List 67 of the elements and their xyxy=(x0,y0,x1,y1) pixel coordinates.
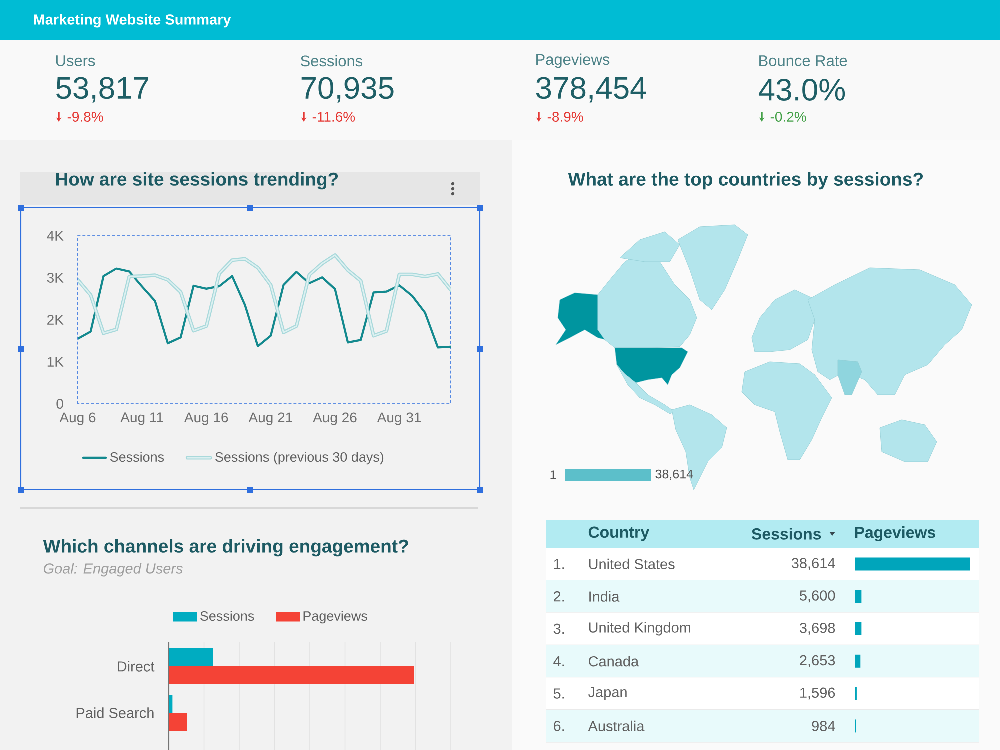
text: 3. xyxy=(554,624,564,634)
text: 378,454 xyxy=(536,77,646,103)
legend-label: Sessions xyxy=(200,611,254,622)
y-tick-label: 4K xyxy=(47,231,64,241)
chart-subtitle: Goal: Engaged Users xyxy=(44,563,183,577)
text: 5. xyxy=(554,688,564,699)
text: 4. xyxy=(554,656,564,666)
y-tick-label: 2K xyxy=(48,315,64,325)
x-tick-label: Aug 11 xyxy=(120,412,164,426)
category-label: Sessions xyxy=(300,55,363,67)
text: 43.0% xyxy=(758,79,846,101)
bar xyxy=(169,648,214,666)
chart-title: How are site sessions trending? xyxy=(56,172,338,190)
y-tick-label: India xyxy=(590,591,620,602)
line-series xyxy=(78,254,451,338)
text: 1. xyxy=(554,559,564,570)
text: Sessions xyxy=(752,528,822,540)
y-tick-label: Japan xyxy=(588,687,627,700)
x-tick-label: Aug 26 xyxy=(313,412,357,426)
x-tick-label: Aug 16 xyxy=(184,412,228,426)
y-axis-title: Country xyxy=(588,526,650,542)
x-tick-label: Aug 21 xyxy=(248,412,292,426)
data-label: -11.6% xyxy=(312,112,356,122)
category-label: Pageviews xyxy=(536,54,610,68)
y-tick-label: Canada xyxy=(589,656,640,667)
bar xyxy=(855,622,862,636)
text: Marketing Website Summary xyxy=(34,14,232,28)
text: What are the top countries by sessions? xyxy=(568,172,924,190)
category-label: Users xyxy=(56,56,96,66)
text: 1,596 xyxy=(800,688,836,700)
legend-label: Pageviews xyxy=(304,611,368,624)
text: 53,817 xyxy=(56,77,149,103)
legend-label: Sessions (previous 30 days) xyxy=(216,452,384,465)
text: 38,614 xyxy=(792,558,836,570)
y-tick-label: Direct xyxy=(118,661,155,672)
text: 3,698 xyxy=(800,622,836,635)
y-tick-label: United Kingdom xyxy=(589,622,690,636)
y-tick-label: United States xyxy=(589,558,675,570)
text: 2,653 xyxy=(800,655,836,668)
line-series xyxy=(78,268,451,349)
text: 5,600 xyxy=(800,590,836,603)
y-tick-label: 3K xyxy=(47,273,64,283)
bar xyxy=(169,712,188,731)
bar xyxy=(855,654,861,668)
text: 70,935 xyxy=(302,77,394,103)
text: 984 xyxy=(812,721,836,732)
category-label: Bounce Rate xyxy=(760,56,848,66)
y-tick-label: 1K xyxy=(48,357,64,367)
x-tick-label: Aug 31 xyxy=(377,412,422,426)
x-tick-label: Aug 6 xyxy=(60,412,96,426)
text: 1 xyxy=(550,470,556,480)
series-label: Pageviews xyxy=(855,526,936,542)
data-label: -0.2% xyxy=(770,112,806,122)
legend-label: Sessions xyxy=(110,452,164,462)
text: 6. xyxy=(554,721,564,732)
bar xyxy=(169,666,414,684)
y-tick-label: Paid Search xyxy=(76,708,154,718)
data-label: -9.8% xyxy=(68,112,104,122)
y-tick-label: 0 xyxy=(56,399,64,409)
data-label: -8.9% xyxy=(548,112,584,122)
text: 38,614 xyxy=(656,470,694,480)
bar xyxy=(855,558,970,571)
chart-title: Which channels are driving engagement? xyxy=(43,539,408,557)
text: 2. xyxy=(554,592,564,602)
bar xyxy=(855,590,862,604)
y-tick-label: Australia xyxy=(588,720,645,732)
bar xyxy=(169,694,173,713)
